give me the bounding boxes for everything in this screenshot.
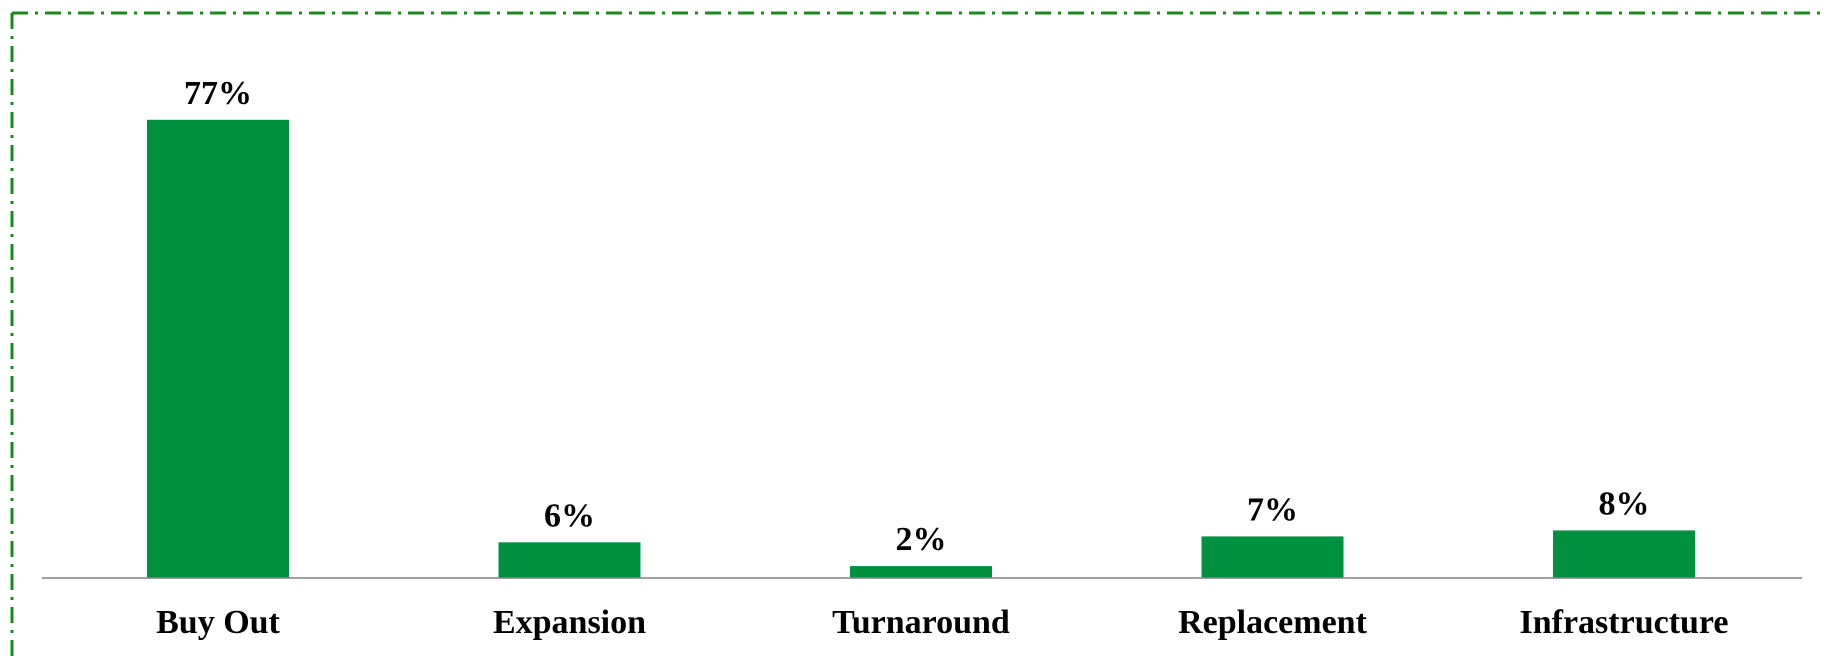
data-label-buy-out: 77% [184,75,252,112]
labels-layer: 77% 6% 2% 7% 8% [184,75,1650,558]
data-label-replacement: 7% [1247,491,1298,528]
bars-layer [147,119,1695,579]
x-tick-label-replacement: Replacement [1178,604,1368,641]
data-label-expansion: 6% [544,497,595,534]
data-label-infrastructure: 8% [1599,485,1650,522]
data-label-turnaround: 2% [896,521,947,558]
bar-replacement [1201,536,1344,578]
x-tick-label-expansion: Expansion [493,604,646,641]
x-tick-labels: Buy Out Expansion Turnaround Replacement Inf… [156,604,1728,641]
x-tick-label-turnaround: Turnaround [832,604,1010,641]
x-tick-label-buy-out: Buy Out [156,604,280,641]
x-tick-label-infrastructure: Infrastructure [1520,604,1729,641]
bar-expansion [498,542,641,578]
bar-infrastructure [1553,530,1695,578]
bar-turnaround [850,566,992,578]
bar-buy-out [147,119,289,579]
